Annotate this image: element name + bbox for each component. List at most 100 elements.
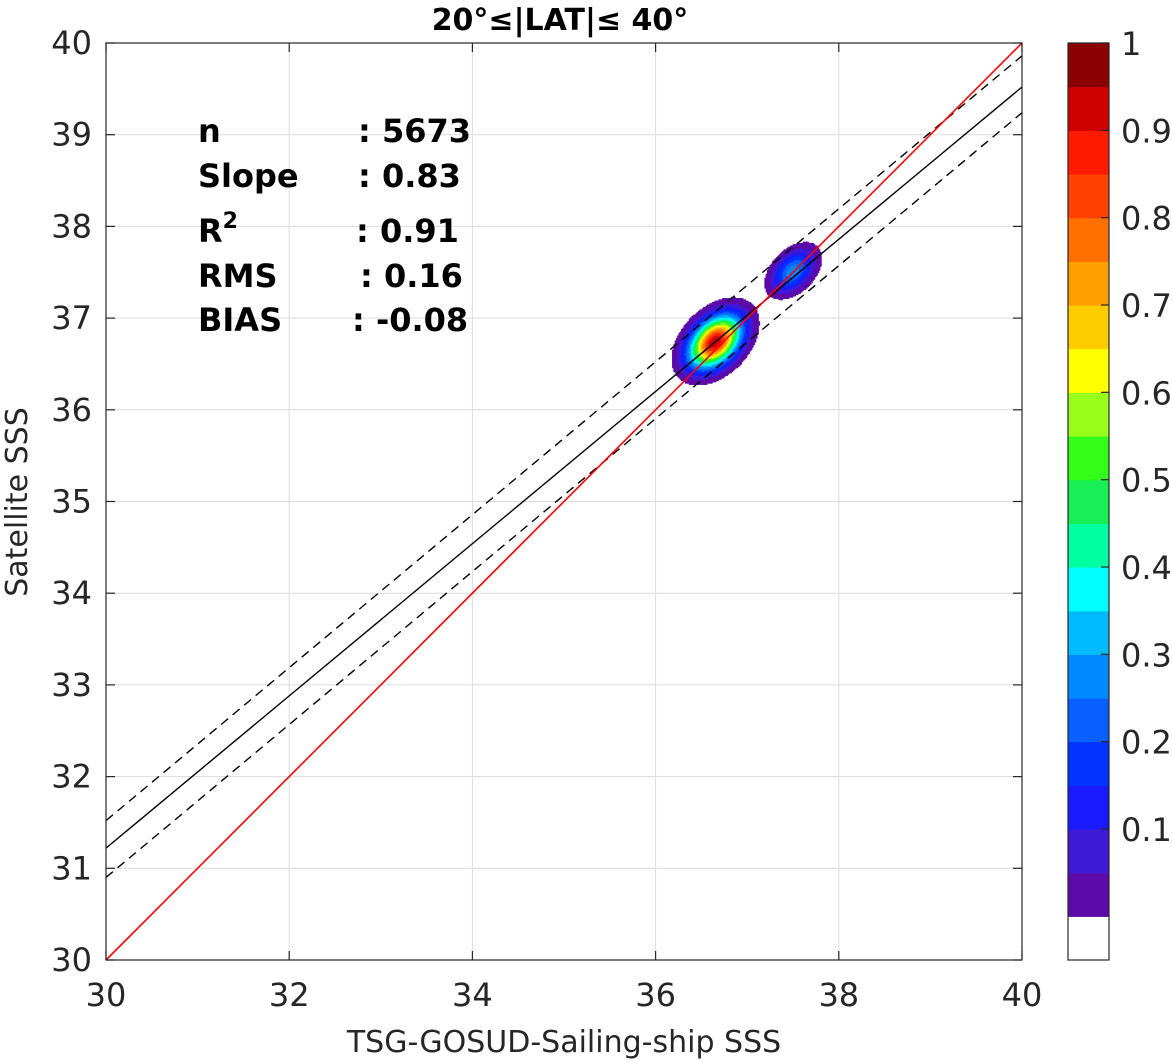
density-cell [746, 303, 749, 306]
density-cell [806, 276, 809, 279]
density-cell [765, 289, 768, 292]
density-cell [746, 304, 749, 307]
density-cell [777, 283, 780, 287]
density-cell [720, 367, 723, 370]
density-cell [719, 327, 722, 330]
density-cell [734, 307, 738, 310]
density-cell [734, 363, 738, 366]
colorbar: 0.10.20.30.40.50.60.70.80.91 [1067, 25, 1172, 961]
density-cell [797, 262, 800, 265]
density-cell [695, 370, 698, 373]
density-cell [743, 355, 746, 358]
density-cell [787, 267, 790, 270]
density-cell [690, 375, 693, 378]
density-cell [751, 305, 754, 308]
density-cell [745, 353, 748, 356]
density-cell [801, 276, 804, 279]
density-cell [713, 358, 716, 361]
density-cell [728, 364, 731, 367]
density-cell [754, 330, 757, 333]
density-cell [719, 319, 722, 323]
density-cell [696, 330, 699, 333]
density-cell [695, 325, 698, 328]
density-cell [752, 336, 755, 339]
density-cell [678, 355, 681, 358]
density-cell [713, 325, 716, 328]
density-cell [770, 295, 773, 298]
density-cell [725, 335, 729, 338]
density-cell [695, 358, 698, 361]
density-cell [793, 253, 796, 256]
density-cell [790, 259, 793, 262]
density-cell [682, 370, 685, 373]
density-cell [682, 373, 685, 376]
density-cell [734, 346, 738, 349]
density-cell [728, 323, 731, 326]
density-cell [684, 367, 687, 370]
density-cell [793, 281, 796, 284]
density-cell [813, 254, 816, 257]
density-cell [710, 357, 713, 360]
density-cell [723, 317, 726, 320]
density-cell [740, 301, 743, 305]
density-cell [788, 283, 791, 287]
stat-label: RMS [198, 257, 278, 295]
density-cell [714, 304, 717, 307]
density-cell [815, 271, 818, 274]
density-cell [801, 255, 804, 258]
density-cell [738, 326, 741, 329]
density-cell [716, 368, 720, 371]
density-cell [783, 251, 786, 254]
density-cell [702, 336, 705, 339]
density-cell [715, 377, 718, 380]
density-cell [784, 296, 788, 299]
density-cell [723, 354, 726, 357]
density-cell [691, 335, 694, 338]
density-cell [695, 371, 698, 374]
density-cell [746, 305, 749, 308]
density-cell [752, 312, 755, 315]
density-cell [678, 361, 681, 364]
density-cell [710, 358, 713, 361]
density-cell [686, 372, 689, 375]
density-cell [697, 380, 700, 383]
density-cell [796, 255, 799, 258]
density-cell [736, 328, 739, 332]
density-cell [724, 341, 727, 344]
density-cell [801, 275, 804, 278]
density-cell [696, 343, 699, 346]
density-cell [723, 355, 726, 358]
density-cell [706, 352, 709, 355]
density-cell [814, 262, 817, 265]
density-cell [688, 330, 691, 333]
density-cell [705, 378, 708, 382]
density-cell [731, 318, 734, 321]
density-cell [682, 330, 685, 333]
density-cell [724, 303, 727, 306]
density-cell [700, 316, 703, 319]
density-cell [813, 245, 816, 248]
density-cell [677, 370, 680, 373]
density-cell [786, 287, 789, 290]
density-cell [709, 363, 712, 366]
density-cell [729, 317, 732, 320]
density-cell [713, 301, 716, 305]
density-cell [707, 305, 711, 308]
density-cell [738, 353, 741, 356]
density-cell [697, 337, 700, 340]
density-cell [734, 337, 738, 340]
density-cell [784, 269, 788, 272]
density-cell [695, 328, 698, 332]
density-cell [819, 255, 822, 258]
density-cell [766, 278, 770, 281]
density-cell [727, 349, 730, 352]
density-cell [690, 348, 693, 351]
density-cell [737, 335, 740, 338]
density-cell [690, 381, 693, 384]
density-cell [783, 281, 786, 284]
density-cell [693, 316, 696, 319]
density-cell [679, 366, 682, 369]
density-cell [796, 286, 799, 289]
density-cell [775, 278, 779, 281]
density-cell [772, 286, 775, 289]
